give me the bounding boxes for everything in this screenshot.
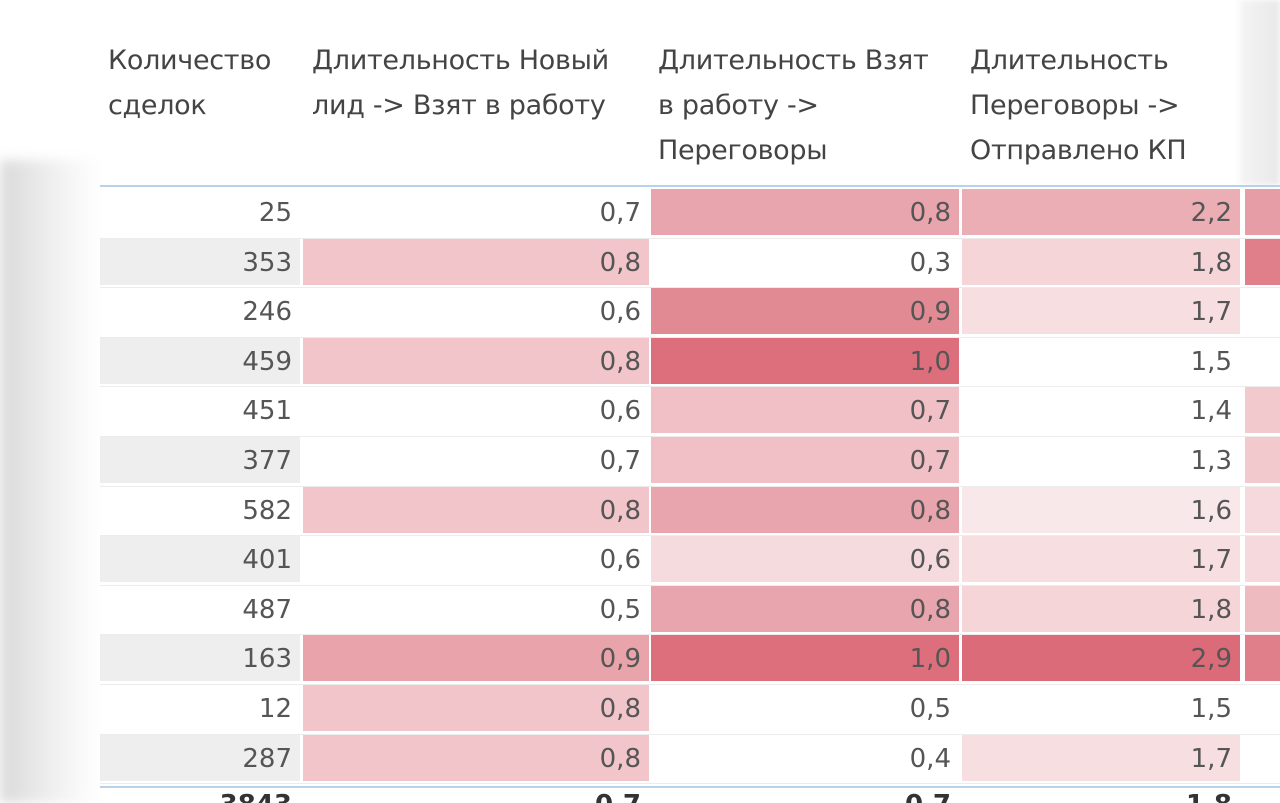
column-header-negotiation-to-kp[interactable]: Длительность Переговоры -> Отправлено КП	[970, 45, 1187, 166]
cell-negotiation-to-kp: 1,7	[962, 734, 1240, 781]
cell-negotiation-to-kp: 1,7	[962, 288, 1240, 335]
cell-negotiation-to-kp: 1,6	[962, 486, 1240, 533]
table-row[interactable]: 401 0,6 0,6 1,7	[100, 536, 1280, 586]
table-row[interactable]: 353 0,8 0,3 1,8	[100, 238, 1280, 289]
cell-deal-count: 25	[258, 198, 292, 228]
cell-next-column-partial	[1245, 735, 1280, 781]
total-negotiation-to-kp: 1,8	[962, 790, 1232, 803]
cell-next-column-partial	[1245, 685, 1280, 731]
cell-negotiation-to-kp: 1,4	[1190, 396, 1232, 427]
totals-row: 3843 0,7 0,7 1,8	[100, 790, 1280, 803]
cell-next-column-partial	[1245, 338, 1280, 384]
header-divider	[100, 185, 1280, 187]
cell-negotiation-to-kp: 1,8	[962, 238, 1240, 285]
cell-new-to-taken: 0,5	[599, 594, 641, 625]
cell-deal-count: 377	[100, 436, 300, 483]
cell-taken-to-negotiation: 0,6	[651, 536, 959, 583]
row-separator	[100, 783, 1280, 785]
total-new-to-taken: 0,7	[303, 790, 641, 803]
cell-next-column-partial	[1245, 387, 1280, 434]
cell-negotiation-to-kp: 1,7	[962, 536, 1240, 583]
blurred-left-edge	[0, 160, 100, 803]
cell-taken-to-negotiation: 0,4	[909, 743, 951, 774]
table-row[interactable]: 451 0,6 0,7 1,4	[100, 387, 1280, 437]
column-header-deal-count[interactable]: Количество сделок	[108, 45, 272, 121]
cell-new-to-taken: 0,8	[303, 337, 649, 384]
cell-deal-count: 401	[100, 536, 300, 583]
cell-next-column-partial	[1245, 536, 1280, 583]
cell-taken-to-negotiation: 1,0	[651, 337, 959, 384]
table-row[interactable]: 582 0,8 0,8 1,6	[100, 486, 1280, 537]
row-separator	[100, 237, 1280, 239]
total-deal-count: 3843	[100, 790, 292, 803]
cell-taken-to-negotiation: 0,8	[651, 486, 959, 533]
cell-taken-to-negotiation: 0,3	[909, 247, 951, 278]
cell-deal-count: 12	[258, 693, 292, 724]
row-separator	[100, 535, 1280, 537]
totals-divider	[100, 786, 1280, 788]
cell-deal-count: 459	[100, 337, 300, 384]
table-row[interactable]: 246 0,6 0,9 1,7	[100, 288, 1280, 338]
cell-negotiation-to-kp: 1,8	[962, 585, 1240, 632]
row-separator	[100, 733, 1280, 735]
cell-new-to-taken: 0,6	[599, 396, 641, 427]
total-taken-to-negotiation: 0,7	[651, 790, 951, 803]
row-separator	[100, 584, 1280, 586]
column-header-new-to-taken[interactable]: Длительность Новый лид -> Взят в работу	[312, 45, 609, 121]
row-separator	[100, 386, 1280, 388]
cell-deal-count: 451	[242, 396, 292, 427]
cell-new-to-taken: 0,7	[599, 198, 641, 228]
cell-negotiation-to-kp: 1,5	[1190, 346, 1232, 377]
cell-deal-count: 353	[100, 238, 300, 285]
table-body: 25 0,7 0,8 2,2 353 0,8 0,3 1,8 246 0,6 0,9 1,7 459 0,…	[100, 189, 1280, 785]
cell-taken-to-negotiation: 0,5	[909, 693, 951, 724]
cell-deal-count: 582	[242, 495, 292, 526]
cell-negotiation-to-kp: 2,2	[962, 189, 1240, 235]
cell-next-column-partial	[1245, 486, 1280, 533]
cell-deal-count: 487	[242, 594, 292, 625]
cell-next-column-partial	[1245, 189, 1280, 235]
cell-taken-to-negotiation: 0,8	[651, 585, 959, 632]
table-row[interactable]: 459 0,8 1,0 1,5	[100, 337, 1280, 388]
cell-taken-to-negotiation: 1,0	[651, 635, 959, 682]
row-separator	[100, 435, 1280, 437]
cell-taken-to-negotiation: 0,9	[651, 288, 959, 335]
cell-taken-to-negotiation: 0,7	[651, 436, 959, 483]
row-separator	[100, 287, 1280, 289]
table-row[interactable]: 25 0,7 0,8 2,2	[100, 189, 1280, 239]
cell-next-column-partial	[1245, 238, 1280, 285]
cell-next-column-partial	[1245, 288, 1280, 334]
cell-deal-count: 163	[100, 635, 300, 682]
cell-deal-count: 246	[242, 297, 292, 328]
cell-negotiation-to-kp: 1,3	[1190, 445, 1232, 476]
cell-negotiation-to-kp: 1,5	[1190, 693, 1232, 724]
cell-new-to-taken: 0,8	[303, 734, 649, 781]
table-row[interactable]: 163 0,9 1,0 2,9	[100, 635, 1280, 685]
cell-new-to-taken: 0,8	[303, 238, 649, 285]
cell-next-column-partial	[1245, 635, 1280, 682]
table-row[interactable]: 287 0,8 0,4 1,7	[100, 734, 1280, 785]
blurred-right-header	[1240, 0, 1280, 185]
cell-deal-count: 287	[100, 734, 300, 781]
column-header-taken-to-negotiation[interactable]: Длительность Взят в работу -> Переговоры	[658, 45, 929, 166]
cell-negotiation-to-kp: 2,9	[962, 635, 1240, 682]
cell-taken-to-negotiation: 0,7	[651, 387, 959, 434]
cell-new-to-taken: 0,8	[303, 684, 649, 731]
cell-new-to-taken: 0,9	[303, 635, 649, 682]
row-separator	[100, 683, 1280, 685]
cell-new-to-taken: 0,7	[599, 445, 641, 476]
cell-new-to-taken: 0,6	[599, 297, 641, 328]
row-separator	[100, 485, 1280, 487]
cell-next-column-partial	[1245, 436, 1280, 483]
cell-taken-to-negotiation: 0,8	[651, 189, 959, 235]
cell-new-to-taken: 0,8	[303, 486, 649, 533]
row-separator	[100, 634, 1280, 636]
cell-next-column-partial	[1245, 585, 1280, 632]
cell-new-to-taken: 0,6	[599, 545, 641, 576]
table-row[interactable]: 487 0,5 0,8 1,8	[100, 585, 1280, 636]
table-row[interactable]: 377 0,7 0,7 1,3	[100, 436, 1280, 487]
row-separator	[100, 336, 1280, 338]
table-row[interactable]: 12 0,8 0,5 1,5	[100, 684, 1280, 735]
